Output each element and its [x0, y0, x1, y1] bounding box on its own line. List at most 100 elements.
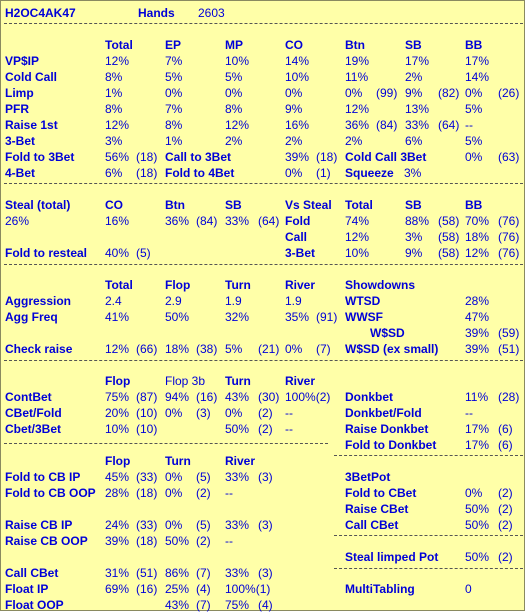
- stat-sample: (28): [498, 390, 520, 404]
- stat-value: 6%: [405, 134, 423, 148]
- stat-value: 0%: [165, 470, 183, 484]
- stat-value: 11%: [345, 70, 369, 84]
- stat-sample: (18): [136, 166, 158, 180]
- label-donkbet: Donkbet: [345, 390, 393, 404]
- stat-sample: (2): [258, 406, 273, 420]
- stat-sample: (5): [196, 470, 211, 484]
- hands-label: Hands: [138, 6, 175, 20]
- col-header: Turn: [225, 278, 251, 292]
- stat-sample: (2): [258, 422, 273, 436]
- stat-sample: (18): [136, 486, 158, 500]
- row-label-cbet-3bet: Cbet/3Bet: [5, 422, 62, 436]
- stat-value: 43%: [165, 598, 190, 612]
- row-label-vpip: VP$IP: [5, 54, 40, 68]
- stat-value: 10%: [285, 70, 310, 84]
- stat-value: 28%: [105, 486, 130, 500]
- stat-sample: (6): [498, 422, 513, 436]
- stat-value: 18%: [165, 342, 190, 356]
- separator: [4, 183, 523, 184]
- stat-value: 0%: [465, 86, 483, 100]
- stat-sample: (21): [258, 342, 280, 356]
- stat-sample: (5): [136, 246, 151, 260]
- col-header: Total: [345, 198, 373, 212]
- separator: [334, 568, 523, 569]
- stat-sample: (7): [316, 342, 331, 356]
- stat-value: 0%: [465, 150, 483, 164]
- stat-value: 8%: [105, 70, 123, 84]
- stat-value: 88%: [405, 214, 430, 228]
- col-header: CO: [105, 198, 123, 212]
- stat-value: 0%: [285, 342, 303, 356]
- stat-sample: (2): [498, 486, 513, 500]
- stat-sample: (84): [196, 214, 218, 228]
- row-label-fold-to-cb-ip: Fold to CB IP: [5, 470, 81, 484]
- separator: [4, 443, 328, 444]
- label-wtsd: WTSD: [345, 294, 381, 308]
- label-wsd-ex-small: W$SD (ex small): [345, 342, 439, 356]
- stat-value: 0%: [165, 486, 183, 500]
- stat-value: 3%: [405, 230, 423, 244]
- stat-value: 0%: [465, 486, 483, 500]
- row-label-cbet-fold: CBet/Fold: [5, 406, 62, 420]
- stat-value: --: [285, 422, 293, 436]
- stat-value: 70%: [465, 214, 490, 228]
- stat-sample: (2): [498, 550, 513, 564]
- col-header: River: [225, 454, 256, 468]
- stat-value: 17%: [405, 54, 430, 68]
- stat-value: 40%: [105, 246, 130, 260]
- label-raise-donkbet: Raise Donkbet: [345, 422, 429, 436]
- label-squeeze: Squeeze: [345, 166, 394, 180]
- stat-sample: (58): [438, 214, 460, 228]
- col-header: CO: [285, 38, 303, 52]
- stat-sample: (4): [258, 598, 273, 612]
- stat-sample: (64): [438, 118, 460, 132]
- stat-value: 16%: [285, 118, 310, 132]
- stat-sample: (3): [196, 406, 211, 420]
- row-label-fold-to-cb-oop: Fold to CB OOP: [5, 486, 96, 500]
- stat-value: 2.4: [105, 294, 122, 308]
- stat-value: 8%: [165, 118, 183, 132]
- stat-value: 0%: [225, 406, 243, 420]
- stat-sample: (33): [136, 518, 158, 532]
- row-label-raise-cb-ip: Raise CB IP: [5, 518, 73, 532]
- row-label-float-ip: Float IP: [5, 582, 49, 596]
- stat-value: 100%(1): [225, 582, 271, 596]
- stat-value: 14%: [285, 54, 310, 68]
- stat-value: 39%: [285, 150, 310, 164]
- stat-value: 0%: [165, 406, 183, 420]
- col-header: Turn: [165, 454, 191, 468]
- stat-value: 50%: [165, 534, 190, 548]
- stat-sample: (16): [196, 390, 218, 404]
- stat-value: 28%: [465, 294, 490, 308]
- stat-value: 0%: [345, 86, 363, 100]
- stat-sample: (87): [136, 390, 158, 404]
- stat-value: 9%: [405, 246, 423, 260]
- separator: [4, 264, 523, 265]
- stat-sample: (82): [438, 86, 460, 100]
- stat-value: 8%: [225, 102, 243, 116]
- stat-sample: (76): [498, 214, 520, 228]
- stat-value: 5%: [465, 134, 483, 148]
- stat-value: 12%: [105, 54, 130, 68]
- separator: [4, 360, 523, 361]
- row-label-cold-call: Cold Call: [5, 70, 58, 84]
- stat-sample: (63): [498, 150, 520, 164]
- stat-value: 39%: [465, 326, 490, 340]
- stat-value: 17%: [465, 422, 490, 436]
- col-header: SB: [225, 198, 242, 212]
- stat-value: 12%: [105, 342, 130, 356]
- stat-value: 10%: [105, 422, 130, 436]
- label-steal-limped-pot: Steal limped Pot: [345, 550, 439, 564]
- stat-value: 2%: [285, 134, 303, 148]
- label-donkbet-fold: Donkbet/Fold: [345, 406, 422, 420]
- stat-value: 50%: [465, 550, 490, 564]
- stat-sample: (5): [196, 518, 211, 532]
- col-header: Flop: [165, 278, 191, 292]
- stat-value: 5%: [165, 70, 183, 84]
- label-vs-steal: Vs Steal: [285, 198, 332, 212]
- stat-sample: (76): [498, 246, 520, 260]
- row-label-pfr: PFR: [5, 102, 29, 116]
- separator: [4, 23, 523, 24]
- stat-value: 33%: [405, 118, 430, 132]
- stat-sample: (76): [498, 230, 520, 244]
